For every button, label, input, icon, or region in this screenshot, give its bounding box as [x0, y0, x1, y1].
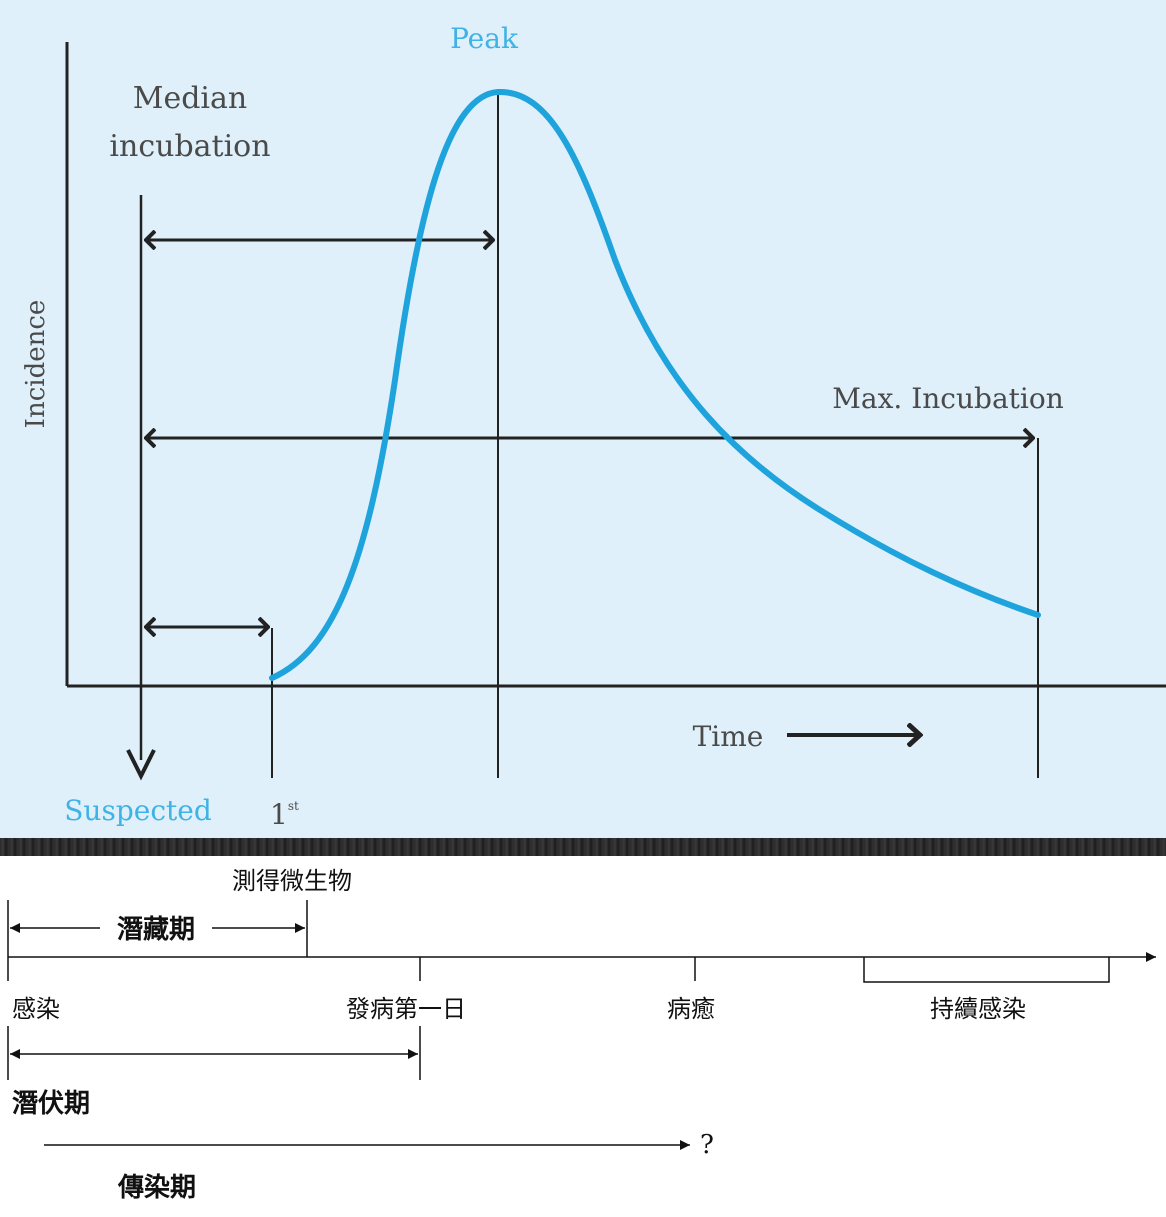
y-axis-label: Incidence	[21, 300, 51, 429]
time-label: Time	[693, 720, 764, 753]
onset-label: 發病第一日	[346, 995, 466, 1023]
persistent-infection-label: 持續感染	[930, 995, 1026, 1023]
latent-period-label: 潛藏期	[117, 915, 195, 945]
epi-curve-panel: Incidence Peak Median incubation Max. In…	[0, 0, 1166, 838]
question-mark: ?	[700, 1130, 714, 1160]
panel-divider	[0, 838, 1166, 856]
infection-label: 感染	[12, 995, 60, 1023]
timeline-diagram: 測得微生物 潛藏期 感染 發病第一日 病癒 持續感染 潛伏期 ? 傳染期	[7, 867, 1156, 1203]
epi-curve-diagram: Incidence Peak Median incubation Max. In…	[21, 22, 1166, 831]
median-incubation-label-line2: incubation	[109, 129, 270, 164]
incubation-period-label: 潛伏期	[12, 1089, 90, 1119]
max-incubation-label: Max. Incubation	[832, 382, 1063, 415]
detect-microbe-label: 測得微生物	[232, 867, 352, 895]
persistent-infection-bracket	[863, 957, 1110, 983]
infectious-period-label: 傳染期	[117, 1173, 196, 1203]
first-case-label: 1st	[270, 798, 299, 831]
recovery-label: 病癒	[667, 995, 715, 1023]
peak-label: Peak	[450, 22, 519, 55]
epidemic-curve	[269, 88, 1041, 681]
suspected-down-arrow	[126, 749, 156, 781]
timeline-panel: 測得微生物 潛藏期 感染 發病第一日 病癒 持續感染 潛伏期 ? 傳染期	[0, 856, 1166, 1217]
suspected-label: Suspected	[64, 794, 212, 827]
median-incubation-label-line1: Median	[133, 81, 247, 116]
